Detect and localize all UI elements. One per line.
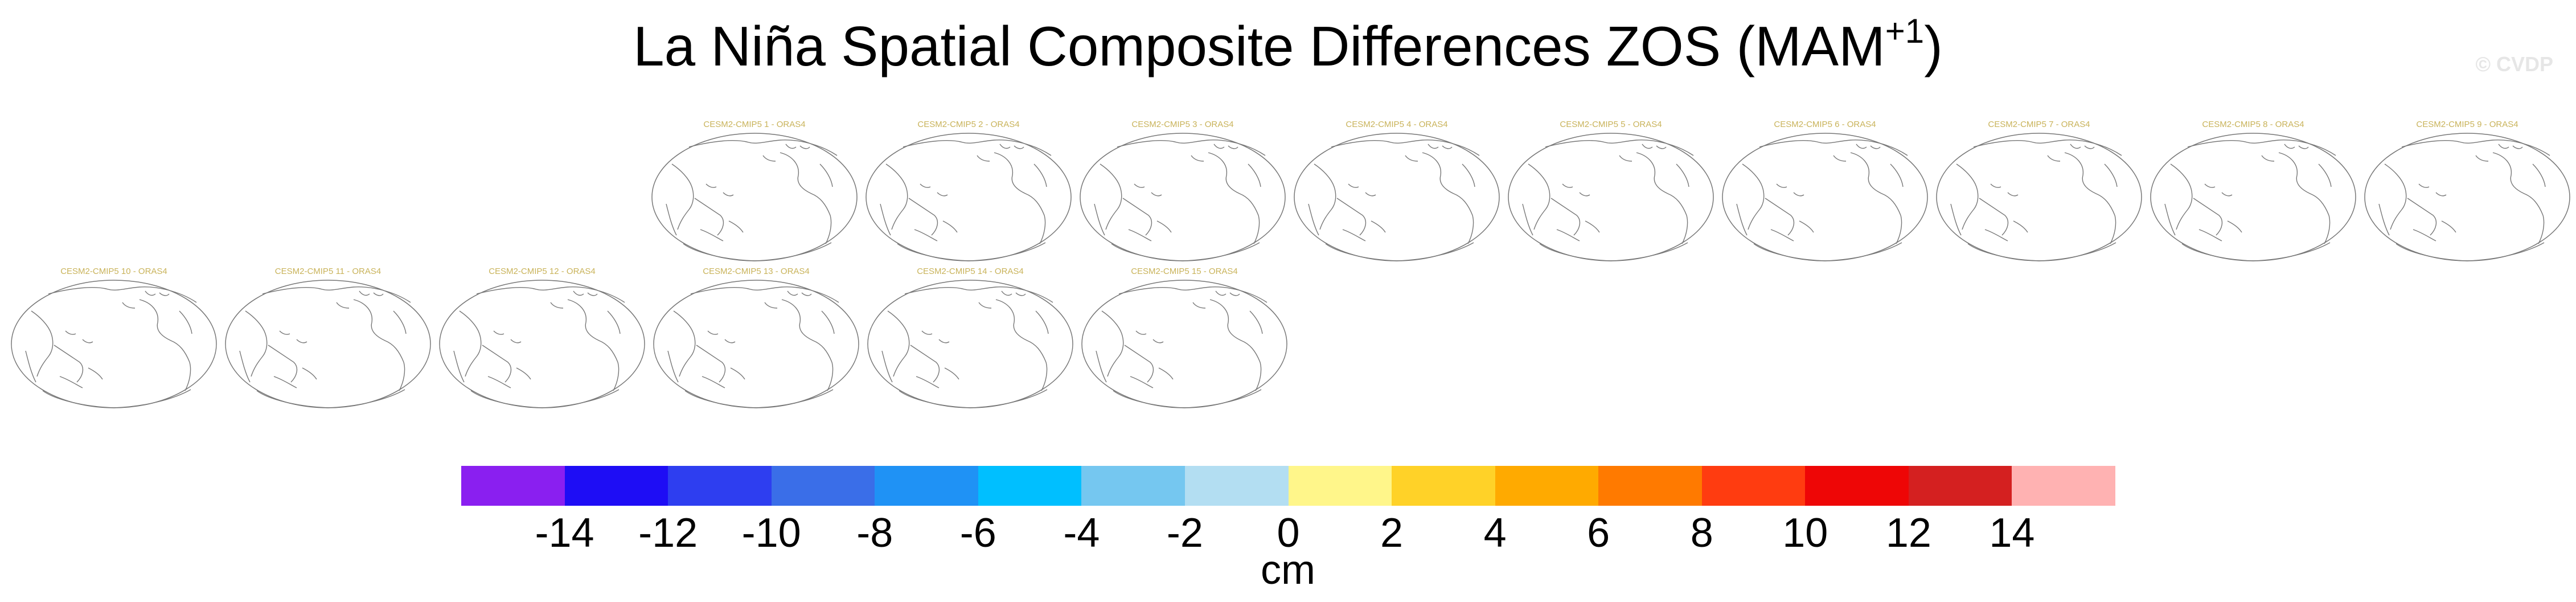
map-panel: CESM2-CMIP5 14 - ORAS4 <box>865 267 1076 412</box>
colorbar-tick-label: 4 <box>1483 510 1507 556</box>
panel-label: CESM2-CMIP5 13 - ORAS4 <box>703 267 810 276</box>
map-panel: CESM2-CMIP5 10 - ORAS4 <box>9 267 219 412</box>
figure-title-close: ) <box>1924 15 1943 77</box>
colorbar-tick-label: -10 <box>741 510 801 556</box>
colorbar-segment <box>1184 466 1289 506</box>
panel-label: CESM2-CMIP5 6 - ORAS4 <box>1774 120 1876 129</box>
panel-label: CESM2-CMIP5 14 - ORAS4 <box>917 267 1024 276</box>
colorbar-segment <box>2012 466 2115 506</box>
colorbar-segment <box>1598 466 1702 506</box>
colorbar-segment <box>461 466 565 506</box>
panel-label: CESM2-CMIP5 5 - ORAS4 <box>1560 120 1662 129</box>
map-panel: CESM2-CMIP5 6 - ORAS4 <box>1720 120 1930 265</box>
colorbar-tick-label: -2 <box>1166 510 1203 556</box>
panel-label: CESM2-CMIP5 15 - ORAS4 <box>1131 267 1238 276</box>
map-panel: CESM2-CMIP5 8 - ORAS4 <box>2148 120 2358 265</box>
colorbar-tick-label: 6 <box>1587 510 1610 556</box>
cvdp-watermark: © CVDP <box>2475 52 2553 76</box>
colorbar-segment <box>564 466 668 506</box>
panel-label: CESM2-CMIP5 3 - ORAS4 <box>1131 120 1234 129</box>
colorbar-segment <box>1908 466 2012 506</box>
colorbar <box>461 466 2115 506</box>
colorbar-segment <box>875 466 978 506</box>
colorbar-tick-label: -6 <box>959 510 996 556</box>
map-panel: CESM2-CMIP5 5 - ORAS4 <box>1506 120 1716 265</box>
panel-label: CESM2-CMIP5 10 - ORAS4 <box>60 267 167 276</box>
panel-label: CESM2-CMIP5 11 - ORAS4 <box>274 267 382 276</box>
map-panel: CESM2-CMIP5 1 - ORAS4 <box>649 120 860 265</box>
colorbar-tick-label: 0 <box>1277 510 1300 556</box>
panel-label: CESM2-CMIP5 2 - ORAS4 <box>917 120 1020 129</box>
colorbar-tick-label: 14 <box>1989 510 2035 556</box>
colorbar-segment <box>1392 466 1495 506</box>
colorbar-tick-label: 2 <box>1380 510 1404 556</box>
map-panel: CESM2-CMIP5 2 - ORAS4 <box>863 120 1074 265</box>
panel-label: CESM2-CMIP5 9 - ORAS4 <box>2416 120 2518 129</box>
colorbar-tick-label: -4 <box>1063 510 1100 556</box>
colorbar-segment <box>1701 466 1806 506</box>
colorbar-segment <box>1081 466 1185 506</box>
map-panel: CESM2-CMIP5 11 - ORAS4 <box>223 267 433 412</box>
map-panel: CESM2-CMIP5 15 - ORAS4 <box>1079 267 1290 412</box>
colorbar-tick-label: 8 <box>1690 510 1713 556</box>
panel-label: CESM2-CMIP5 12 - ORAS4 <box>489 267 596 276</box>
panel-label: CESM2-CMIP5 7 - ORAS4 <box>1988 120 2090 129</box>
panel-label: CESM2-CMIP5 4 - ORAS4 <box>1346 120 1448 129</box>
panel-label: CESM2-CMIP5 1 - ORAS4 <box>703 120 806 129</box>
panel-label: CESM2-CMIP5 8 - ORAS4 <box>2202 120 2304 129</box>
colorbar-tick-label: 12 <box>1885 510 1931 556</box>
colorbar-units: cm <box>1261 547 1315 593</box>
map-panel: CESM2-CMIP5 3 - ORAS4 <box>1077 120 1288 265</box>
figure-title-text: La Niña Spatial Composite Differences ZO… <box>633 15 1885 77</box>
map-panel: CESM2-CMIP5 9 - ORAS4 <box>2362 120 2573 265</box>
colorbar-segment <box>1805 466 1909 506</box>
colorbar-tick-label: -12 <box>638 510 698 556</box>
map-panel: CESM2-CMIP5 7 - ORAS4 <box>1934 120 2144 265</box>
figure-title-superscript: +1 <box>1885 12 1925 50</box>
map-panel: CESM2-CMIP5 12 - ORAS4 <box>437 267 647 412</box>
colorbar-tick-label: -14 <box>535 510 594 556</box>
colorbar-segment <box>978 466 1082 506</box>
colorbar-tick-label: 10 <box>1782 510 1828 556</box>
colorbar-tick-label: -8 <box>856 510 893 556</box>
colorbar-segment <box>1288 466 1392 506</box>
colorbar-segment <box>771 466 875 506</box>
map-panel: CESM2-CMIP5 13 - ORAS4 <box>651 267 862 412</box>
colorbar-segment <box>668 466 772 506</box>
figure-title: La Niña Spatial Composite Differences ZO… <box>0 13 2576 77</box>
colorbar-segment <box>1495 466 1599 506</box>
map-panel: CESM2-CMIP5 4 - ORAS4 <box>1291 120 1502 265</box>
